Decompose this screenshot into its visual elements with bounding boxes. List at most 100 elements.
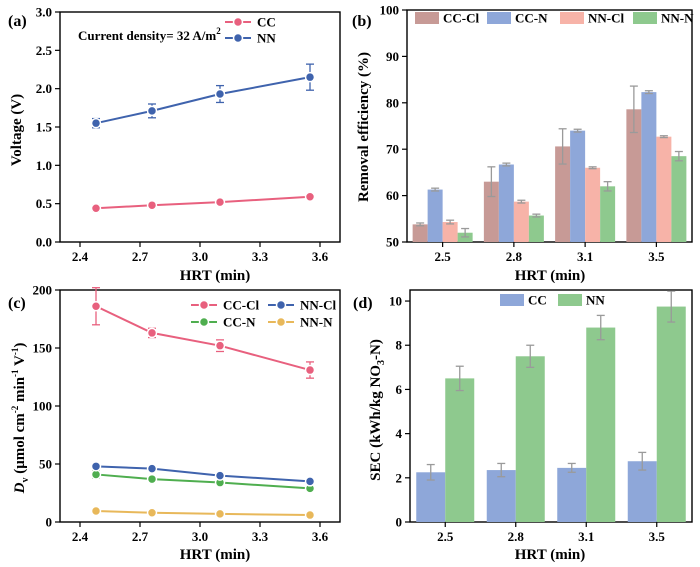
panel-a-legend-marker	[232, 32, 244, 44]
panel-b-bar	[570, 130, 586, 242]
panel-c-legend-marker	[275, 299, 287, 311]
panel-b-ytick-label: 100	[380, 3, 400, 18]
panel-d-xtick-label: 3.5	[649, 529, 666, 544]
panel-a-ytick-label: 2.5	[36, 43, 53, 58]
panel-b-plot: 50 60 70 80 90 100 2.5 2.8 3.1 3.5 CC-Cl CC-N NN-Cl N…	[380, 3, 695, 265]
panel-b-legend-swatch	[487, 12, 511, 24]
panel-a-legend-label: CC	[257, 15, 276, 30]
panel-d-xlabel: HRT (min)	[515, 547, 585, 563]
panel-a-label: (a)	[8, 13, 27, 30]
panel-c-point	[90, 505, 102, 517]
panel-b-bar	[641, 92, 657, 243]
panel-b-legend-swatch	[415, 12, 439, 24]
panel-d-legend-label: NN	[586, 293, 605, 308]
panel-c-point	[146, 507, 158, 518]
panel-a-point	[146, 199, 158, 211]
panel-a-point	[90, 117, 102, 129]
panel-a-series-line-1	[95, 76, 311, 125]
panel-d-bar	[557, 467, 587, 522]
panel-a-legend-marker	[232, 16, 244, 28]
panel-b-legend-label: CC-Cl	[443, 11, 479, 26]
panel-d-legend-label: CC	[528, 293, 547, 308]
panel-a-ytick-label: 1.5	[36, 120, 53, 135]
panel-d-xtick-label: 2.8	[508, 529, 525, 544]
panel-c-point	[304, 476, 316, 487]
panel-b: (b) 50 60 70 80 90 100 2.5 2.8 3.1 3.5 CC-Cl CC-N NN…	[352, 3, 694, 285]
panel-c-point	[90, 300, 102, 312]
panel-b-xtick-label: 2.5	[435, 249, 452, 264]
panel-b-legend-label: NN-N	[661, 11, 694, 26]
panel-a-annotation: Current density= 32 A/m2	[78, 26, 221, 43]
panel-d-bar	[627, 461, 657, 522]
panel-c-series-line-1	[95, 473, 311, 490]
panel-a-ytick-label: 0.5	[36, 196, 53, 211]
panel-d-ytick-label: 6	[396, 382, 403, 397]
panel-d-legend-swatch	[500, 294, 524, 306]
panel-c-legend-label: CC-Cl	[223, 298, 259, 313]
panel-c-point	[304, 509, 316, 521]
panel-d-bar	[586, 327, 616, 522]
panel-c-xtick-label: 3.0	[192, 529, 208, 544]
panel-b-ytick-label: 50	[386, 235, 399, 250]
panel-c-series-line-0	[95, 305, 311, 372]
panel-d-bar	[486, 470, 516, 522]
panel-c-point	[90, 461, 102, 472]
panel-c-label: (c)	[8, 295, 26, 312]
panel-c-point	[214, 470, 226, 481]
panel-b-bar	[442, 222, 458, 242]
panel-d-ytick-label: 0	[396, 515, 403, 530]
panel-c-point	[146, 473, 158, 485]
panel-a-series-line-0	[95, 195, 311, 210]
panel-d-legend-swatch	[558, 294, 582, 306]
panel-a-xtick-label: 3.3	[252, 249, 269, 264]
panel-d-bar	[515, 356, 545, 522]
panel-c-point	[214, 508, 226, 520]
panel-c-ylabel: Dv (μmol cm-2 min-1 V-1)	[10, 343, 31, 495]
panel-b-xtick-label: 3.1	[577, 249, 593, 264]
panel-d-plot: 0 2 4 6 8 10 2.5 2.8 3.1 3.5 CC NN	[389, 289, 693, 544]
panel-c-legend-marker	[198, 299, 210, 311]
panel-a-ytick-label: 1.0	[36, 158, 52, 173]
panel-a-xlabel: HRT (min)	[180, 268, 250, 284]
panel-c-xtick-label: 3.6	[312, 529, 329, 544]
panel-d-ylabel: SEC (kWh/kg NO3-N)	[368, 339, 387, 481]
panel-b-bar	[412, 224, 428, 242]
panel-d-label: (d)	[353, 295, 373, 312]
panel-a-point	[146, 105, 158, 117]
panel-c-ytick-label: 50	[39, 457, 52, 472]
panel-c-ytick-label: 0	[46, 515, 53, 530]
panel-b-xtick-label: 2.8	[506, 249, 523, 264]
panel-b-legend-label: NN-Cl	[588, 11, 624, 26]
panel-c-xtick-label: 2.4	[72, 529, 89, 544]
panel-c-legend-label: NN-Cl	[300, 298, 336, 313]
panel-c-ytick-label: 150	[33, 341, 53, 356]
panel-b-bar	[555, 146, 571, 242]
panel-b-bar	[626, 109, 642, 243]
panel-b-ytick-label: 70	[386, 142, 399, 157]
panel-b-bar	[498, 164, 514, 242]
panel-a-point	[214, 196, 226, 208]
panel-c-ytick-label: 100	[33, 399, 53, 414]
panel-c-legend-marker	[275, 316, 287, 328]
panel-c-plot: 2.4 2.7 3.0 3.3 3.6 0 50 100 150 200 CC-Cl CC-N NN-C…	[33, 283, 341, 544]
panel-d-xtick-label: 3.1	[578, 529, 594, 544]
panel-c-ytick-label: 200	[33, 283, 53, 298]
panel-b-xtick-label: 3.5	[648, 249, 665, 264]
panel-c-point	[146, 327, 158, 339]
panel-a-xtick-label: 3.6	[312, 249, 329, 264]
panel-b-ytick-label: 80	[386, 95, 399, 110]
panel-a-ytick-label: 0.0	[36, 235, 52, 250]
panel-c-point	[214, 340, 226, 351]
panel-d-ytick-label: 2	[396, 470, 403, 485]
panel-b-legend-label: CC-N	[515, 11, 548, 26]
panel-b-label: (b)	[352, 13, 372, 30]
panel-b-bar	[427, 189, 443, 242]
panel-c-legend-label: NN-N	[300, 315, 333, 330]
panel-c-legend-marker	[198, 316, 210, 328]
panel-c-point	[304, 364, 316, 376]
panel-b-xlabel: HRT (min)	[515, 268, 585, 284]
panel-c: (c) 2.4 2.7 3.0 3.3 3.6 0 50 100 150 200 CC-Cl CC-N…	[8, 283, 341, 563]
panel-d-ytick-label: 10	[389, 294, 402, 309]
panel-a-point	[304, 71, 316, 83]
